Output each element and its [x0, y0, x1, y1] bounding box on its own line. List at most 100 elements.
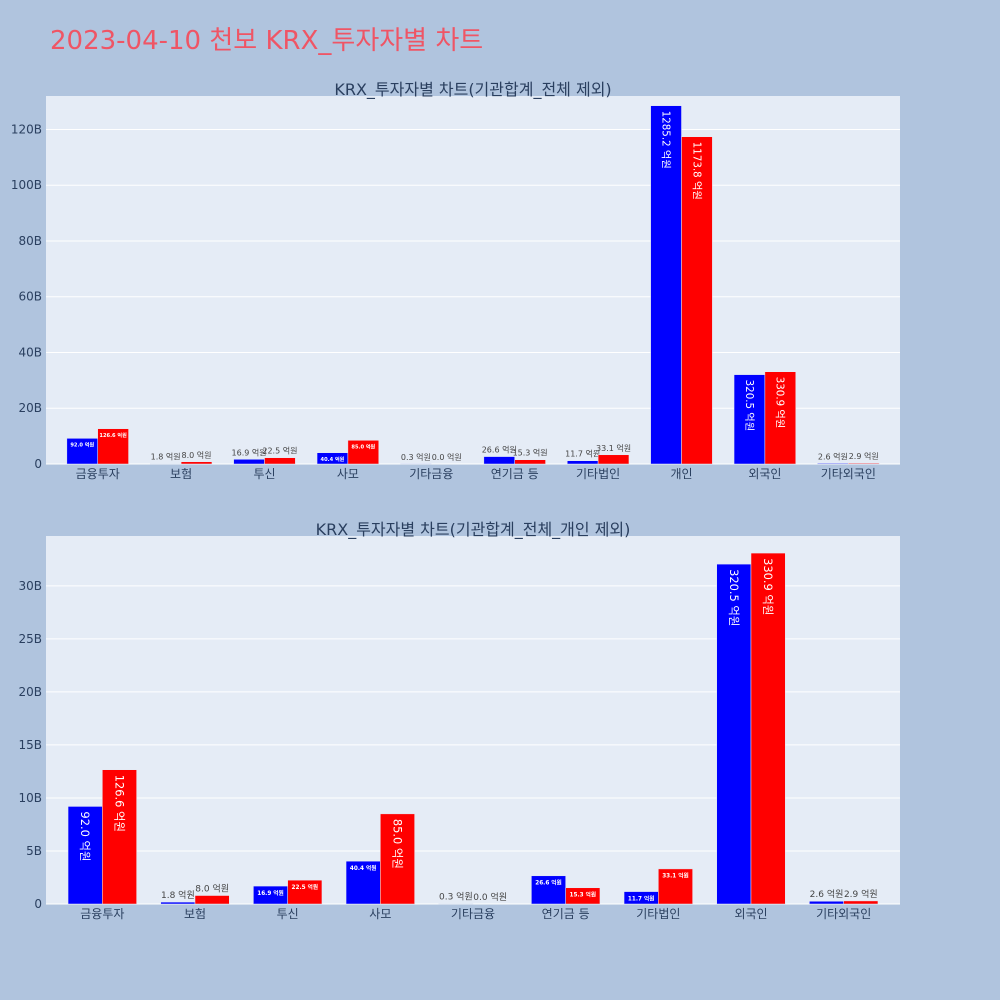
data-label: 126.6 억원 [99, 431, 127, 439]
x-tick-label: 사모 [369, 907, 391, 921]
chart-title: KRX_투자자별 차트(기관합계_전체_개인 제외) [316, 520, 631, 540]
bar [733, 374, 766, 465]
data-label: 85.0 억원 [351, 442, 375, 450]
y-tick-label: 30B [18, 579, 42, 593]
bar [67, 806, 103, 905]
x-tick-label: 개인 [670, 467, 692, 481]
x-tick-label: 연기금 등 [491, 467, 539, 481]
y-tick-label: 20B [18, 685, 42, 699]
x-tick-label: 기타법인 [636, 907, 680, 921]
bar [97, 428, 129, 465]
data-label: 33.1 억원 [596, 443, 631, 453]
data-label: 26.6 억원 [482, 445, 517, 455]
data-label: 16.9 억원 [232, 447, 267, 457]
data-label: 330.9 억원 [761, 558, 775, 615]
y-tick-label: 60B [18, 290, 42, 304]
bar [180, 461, 213, 465]
bar [514, 459, 546, 465]
y-tick-label: 5B [26, 844, 42, 858]
data-label: 15.3 억원 [570, 890, 597, 898]
bar [149, 463, 182, 465]
data-label: 22.5 억원 [262, 446, 297, 456]
data-label: 126.6 억원 [112, 775, 126, 832]
bar [380, 813, 415, 905]
data-label: 92.0 억원 [70, 440, 94, 448]
bar [233, 459, 265, 465]
bar [597, 454, 630, 465]
data-label: 8.0 억원 [182, 450, 212, 460]
data-label: 85.0 억원 [390, 819, 404, 869]
x-tick-label: 외국인 [748, 467, 781, 481]
data-label: 15.3 억원 [513, 448, 548, 458]
data-label: 1285.2 억원 [659, 111, 671, 169]
y-tick-label: 10B [18, 791, 42, 805]
x-tick-label: 보험 [184, 907, 206, 921]
x-tick-label: 기타외국인 [816, 907, 871, 921]
data-label: 2.9 억원 [849, 451, 879, 461]
bar [194, 895, 230, 905]
bar [716, 563, 752, 905]
bar [817, 463, 849, 465]
data-label: 16.9 억원 [257, 889, 284, 897]
bar [565, 887, 601, 905]
y-tick-label: 80B [18, 234, 42, 248]
data-label: 1.8 억원 [161, 889, 195, 901]
data-label: 22.5 억원 [292, 883, 319, 891]
data-label: 40.4 억원 [321, 455, 345, 463]
data-label: 92.0 억원 [78, 811, 92, 861]
x-tick-label: 금융투자 [76, 467, 120, 481]
data-label: 0.0 억원 [432, 452, 462, 462]
data-label: 0.0 억원 [473, 891, 507, 903]
data-label: 0.3 억원 [401, 452, 431, 462]
x-tick-label: 보험 [170, 467, 192, 481]
bar [848, 462, 880, 465]
bar [750, 552, 786, 905]
chart-investor-all: KRX_투자자별 차트(기관합계_전체 제외) 0 20B 40B 60B 80B 100… [11, 80, 900, 481]
x-tick-label: 사모 [337, 467, 359, 481]
y-tick-label: 0 [34, 457, 42, 471]
bar [566, 460, 599, 465]
bar [764, 371, 797, 465]
y-tick-label: 20B [18, 401, 42, 415]
bar [287, 879, 323, 905]
data-label: 11.7 억원 [565, 449, 600, 459]
y-tick-label: 120B [11, 122, 42, 136]
data-label: 33.1 억원 [662, 872, 689, 880]
x-tick-label: 연기금 등 [542, 907, 590, 921]
data-label: 2.6 억원 [810, 888, 844, 900]
chart-title: KRX_투자자별 차트(기관합계_전체 제외) [334, 80, 611, 100]
data-label: 2.9 억원 [844, 888, 878, 900]
bar [843, 900, 879, 905]
y-tick-label: 100B [11, 178, 42, 192]
data-label: 1173.8 억원 [690, 142, 702, 200]
data-label: 26.6 억원 [535, 879, 562, 887]
x-tick-label: 기타법인 [576, 467, 620, 481]
bar [658, 868, 693, 905]
data-label: 40.4 억원 [350, 864, 377, 872]
bar [345, 860, 381, 905]
page-title: 2023-04-10 천보 KRX_투자자별 차트 [50, 26, 483, 56]
chart-investor-excl-individual: KRX_투자자별 차트(기관합계_전체_개인 제외) 0 5B 10B 15B 20B 2… [18, 520, 900, 921]
y-tick-label: 0 [34, 897, 42, 911]
data-label: 11.7 억원 [628, 894, 655, 902]
data-label: 1.8 억원 [151, 451, 181, 461]
data-label: 0.3 억원 [439, 891, 473, 903]
bar [809, 900, 844, 905]
x-tick-label: 외국인 [734, 907, 767, 921]
y-tick-label: 15B [18, 738, 42, 752]
x-tick-label: 투신 [253, 467, 275, 481]
x-tick-label: 기타금융 [409, 467, 453, 481]
data-label: 8.0 억원 [195, 883, 229, 895]
bar [347, 440, 380, 465]
bar [102, 769, 137, 905]
y-tick-label: 25B [18, 632, 42, 646]
x-tick-label: 금융투자 [80, 907, 124, 921]
data-label: 2.6 억원 [818, 451, 848, 461]
x-tick-label: 기타금융 [451, 907, 495, 921]
data-label: 320.5 억원 [743, 380, 755, 432]
y-tick-label: 40B [18, 345, 42, 359]
x-tick-label: 투신 [277, 907, 299, 921]
bar [160, 901, 196, 905]
bar [264, 457, 296, 465]
